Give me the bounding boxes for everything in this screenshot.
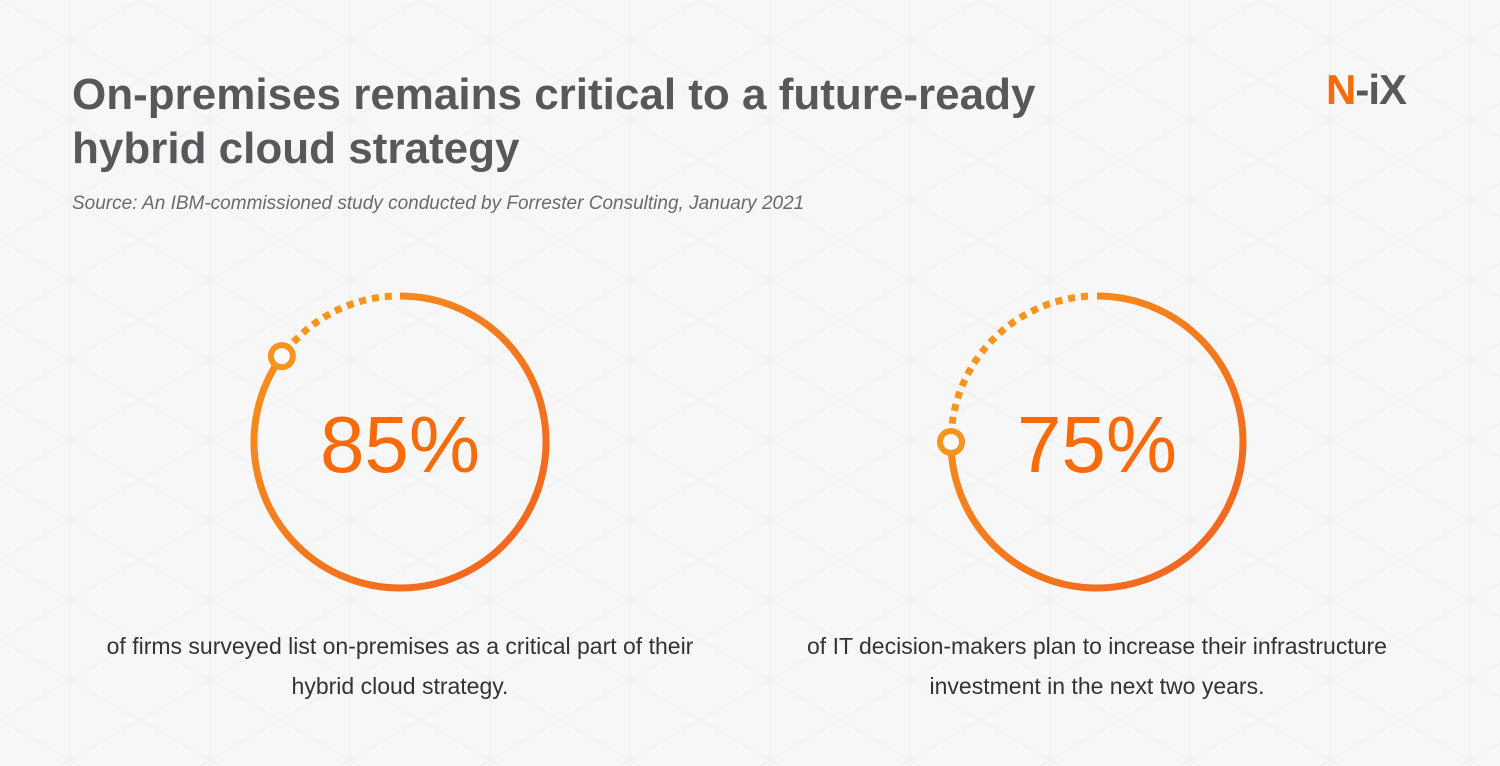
source-note: Source: An IBM-commissioned study conduc…	[72, 193, 805, 214]
percentage-label: 85%	[320, 400, 480, 489]
progress-arc	[250, 292, 550, 592]
remainder-dotted-arc	[948, 292, 1092, 425]
caption-2: of IT decision-makers plan to increase t…	[807, 633, 1387, 699]
progress-end-marker	[267, 342, 296, 371]
progress-end-marker	[937, 428, 965, 456]
progress-arc	[947, 292, 1247, 592]
page-title: On-premises remains critical to a future…	[72, 70, 1036, 173]
n-ix-logo: N-iX	[1326, 66, 1407, 113]
caption-1: of firms surveyed list on-premises as a …	[106, 633, 694, 699]
remainder-dotted-arc	[291, 292, 395, 345]
percentage-label: 75%	[1017, 400, 1177, 489]
